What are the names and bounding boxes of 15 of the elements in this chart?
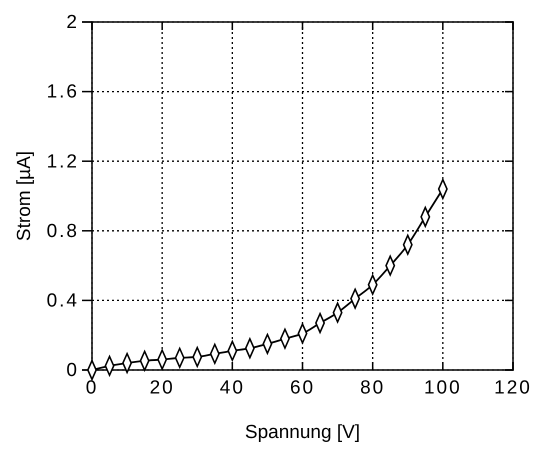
y-tick-label: 0 [66,360,79,382]
x-axis-title: Spannung [V] [244,422,360,443]
y-axis-title: Strom [µA] [14,150,35,242]
y-tick-label: 1.6 [46,82,79,103]
y-tick-label: 0.8 [46,220,79,242]
x-tick-label: 20 [150,377,175,398]
y-tick-label: 1.2 [46,151,79,172]
x-tick-label: 80 [360,377,386,398]
x-tick-label: 60 [290,377,316,398]
y-tick-label: 2 [66,12,79,34]
x-tick-label: 120 [494,377,532,398]
x-tick-label: 0 [86,377,98,398]
y-tick-label: 0.4 [46,290,79,312]
x-tick-label: 100 [424,377,462,398]
x-tick-label: 40 [220,377,245,398]
